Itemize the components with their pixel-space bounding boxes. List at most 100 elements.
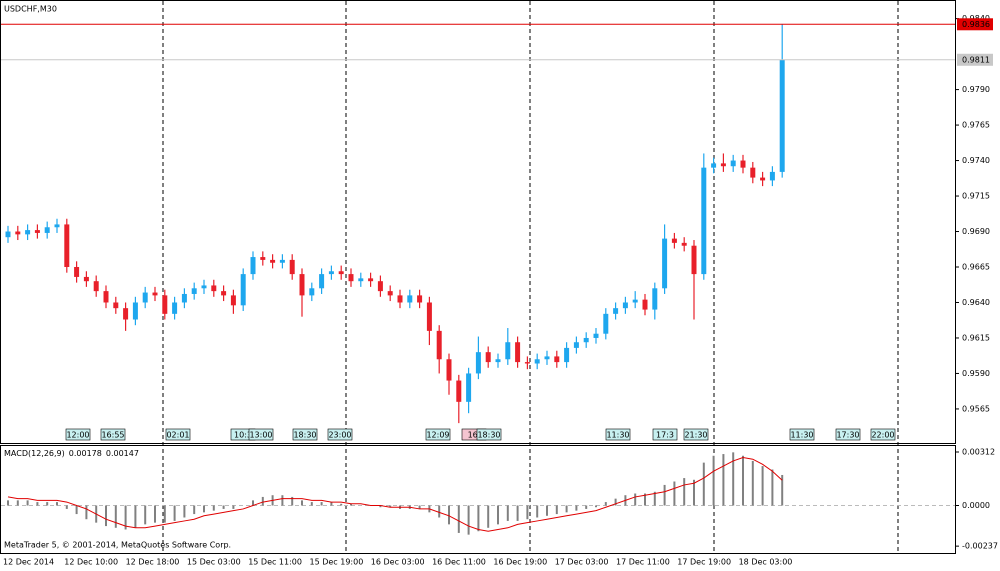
candle-body — [485, 352, 491, 363]
candle-body — [328, 271, 334, 275]
x-tick-label: 16 Dec 19:00 — [493, 558, 547, 567]
y-tick-label: 0.00312 — [962, 448, 995, 457]
signal-value: 0.00147 — [106, 449, 139, 458]
candle-body — [554, 356, 560, 363]
candle-body — [113, 302, 119, 309]
candle-body — [701, 167, 707, 275]
candle-body — [358, 278, 364, 282]
candle-body — [64, 224, 70, 267]
signal-line — [7, 456, 783, 532]
candle-body — [230, 295, 236, 306]
event-label: 18:30 — [293, 431, 316, 440]
y-tick-label: -0.00237 — [962, 542, 998, 551]
candle-body — [34, 230, 40, 233]
candle-body — [83, 276, 89, 282]
event-box — [476, 428, 502, 441]
event-label: 23:00 — [328, 431, 351, 440]
candle-body — [603, 313, 609, 334]
candle-body — [25, 230, 31, 235]
event-chip: 12:00 — [65, 428, 91, 441]
candle-body — [240, 274, 246, 306]
event-label: 12:09 — [426, 431, 449, 440]
candle-body — [475, 352, 481, 374]
candle-body — [54, 224, 60, 228]
symbol-title: USDCHF,M30 — [4, 5, 57, 14]
candle-body — [583, 337, 589, 343]
candle-body — [769, 171, 775, 181]
candle-body — [93, 281, 99, 292]
y-tick-label: 0.9790 — [962, 85, 990, 94]
candle-body — [15, 231, 21, 235]
event-box — [835, 428, 861, 441]
candle-body — [299, 274, 305, 296]
event-label: 18:30 — [477, 431, 500, 440]
x-tick-label: 12 Dec 18:00 — [126, 558, 180, 567]
event-label: 11:30 — [790, 431, 813, 440]
event-chip: 21:30 — [683, 428, 709, 441]
candle-body — [456, 380, 462, 402]
x-tick-label: 16 Dec 11:00 — [432, 558, 486, 567]
candle-body — [279, 259, 285, 263]
candle-body — [289, 259, 295, 275]
candle-body — [348, 274, 354, 282]
event-label: 02:01 — [166, 431, 189, 440]
candle-body — [270, 259, 276, 263]
candle-body — [622, 302, 628, 309]
candle-body — [564, 347, 570, 363]
candle-body — [338, 271, 344, 275]
candle-body — [534, 359, 540, 364]
candle-body — [162, 295, 168, 314]
event-label: 10:3 — [234, 431, 252, 440]
event-box — [65, 428, 91, 441]
event-label: 13:00 — [249, 431, 272, 440]
candle-body — [760, 177, 766, 181]
candle-body — [5, 231, 11, 238]
y-tick-label: 0.9615 — [962, 333, 990, 342]
candle-body — [123, 308, 129, 320]
price-label: 0.9811 — [962, 55, 990, 64]
candle-body — [544, 356, 550, 360]
x-tick-label: 17 Dec 03:00 — [555, 558, 609, 567]
x-tick-label: 15 Dec 19:00 — [310, 558, 364, 567]
candle-body — [44, 227, 50, 233]
y-tick-label: 0.9590 — [962, 369, 990, 378]
candle-body — [309, 288, 315, 296]
candle-body — [505, 342, 511, 360]
event-chip: 12:09 — [425, 428, 451, 441]
event-box — [652, 428, 678, 441]
candle-body — [632, 299, 638, 303]
candle-body — [132, 302, 138, 320]
candle-body — [446, 359, 452, 381]
candle-body — [142, 292, 148, 303]
footer: MetaTrader 5, © 2001-2014, MetaQuotes So… — [4, 541, 231, 550]
macd-panel — [0, 445, 956, 554]
y-tick-label: 0.0000 — [962, 501, 990, 510]
event-chip: 23:00 — [327, 428, 353, 441]
candle-body — [417, 295, 423, 303]
candle-body — [181, 293, 187, 303]
candle-body — [368, 278, 374, 282]
event-chip: 11:30 — [605, 428, 631, 441]
x-tick-label: 16 Dec 03:00 — [371, 558, 425, 567]
candle-body — [671, 238, 677, 243]
macd-value: 0.00178 — [69, 449, 102, 458]
y-tick-label: 0.9640 — [962, 298, 990, 307]
candle-body — [397, 295, 403, 303]
candle-body — [250, 257, 256, 275]
candle-body — [495, 359, 501, 363]
y-tick-label: 0.9665 — [962, 263, 990, 272]
event-label: 21:30 — [684, 431, 707, 440]
x-tick-label: 18 Dec 03:00 — [739, 558, 793, 567]
macd-name: MACD(12,26,9) — [4, 449, 65, 458]
candle-body — [191, 288, 197, 294]
event-chip: 02:01 — [165, 428, 191, 441]
event-chip: 17:30 — [835, 428, 861, 441]
event-label: 16:55 — [101, 431, 124, 440]
candle-body — [730, 160, 736, 167]
candle-body — [662, 238, 668, 289]
candle-body — [466, 373, 472, 402]
event-box — [248, 428, 274, 441]
candle-body — [172, 302, 178, 314]
event-box — [165, 428, 191, 441]
